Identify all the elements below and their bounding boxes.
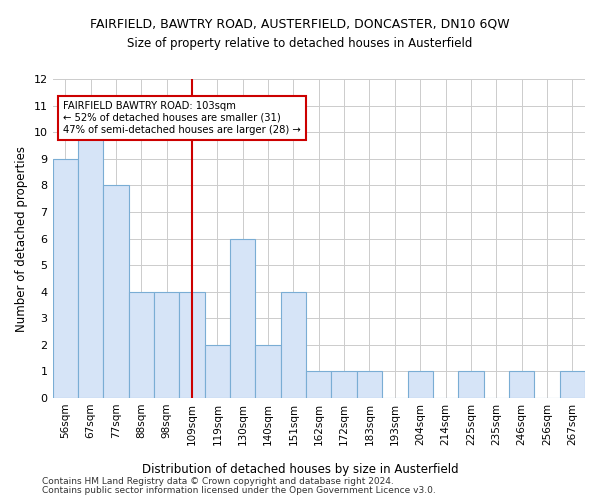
Text: FAIRFIELD, BAWTRY ROAD, AUSTERFIELD, DONCASTER, DN10 6QW: FAIRFIELD, BAWTRY ROAD, AUSTERFIELD, DON… — [90, 18, 510, 30]
Text: FAIRFIELD BAWTRY ROAD: 103sqm
← 52% of detached houses are smaller (31)
47% of s: FAIRFIELD BAWTRY ROAD: 103sqm ← 52% of d… — [63, 102, 301, 134]
Bar — [78, 132, 103, 398]
Bar — [331, 372, 357, 398]
Bar — [154, 292, 179, 398]
Bar — [256, 345, 281, 398]
Text: Contains HM Land Registry data © Crown copyright and database right 2024.: Contains HM Land Registry data © Crown c… — [42, 477, 394, 486]
Bar — [128, 292, 154, 398]
Text: Size of property relative to detached houses in Austerfield: Size of property relative to detached ho… — [127, 38, 473, 51]
Bar — [281, 292, 306, 398]
Bar — [407, 372, 433, 398]
Bar — [509, 372, 534, 398]
Bar — [458, 372, 484, 398]
Y-axis label: Number of detached properties: Number of detached properties — [15, 146, 28, 332]
Bar — [357, 372, 382, 398]
Bar — [560, 372, 585, 398]
Bar — [103, 186, 128, 398]
Text: Distribution of detached houses by size in Austerfield: Distribution of detached houses by size … — [142, 462, 458, 475]
Bar — [230, 238, 256, 398]
Bar — [179, 292, 205, 398]
Text: Contains public sector information licensed under the Open Government Licence v3: Contains public sector information licen… — [42, 486, 436, 495]
Bar — [205, 345, 230, 398]
Bar — [53, 159, 78, 398]
Bar — [306, 372, 331, 398]
